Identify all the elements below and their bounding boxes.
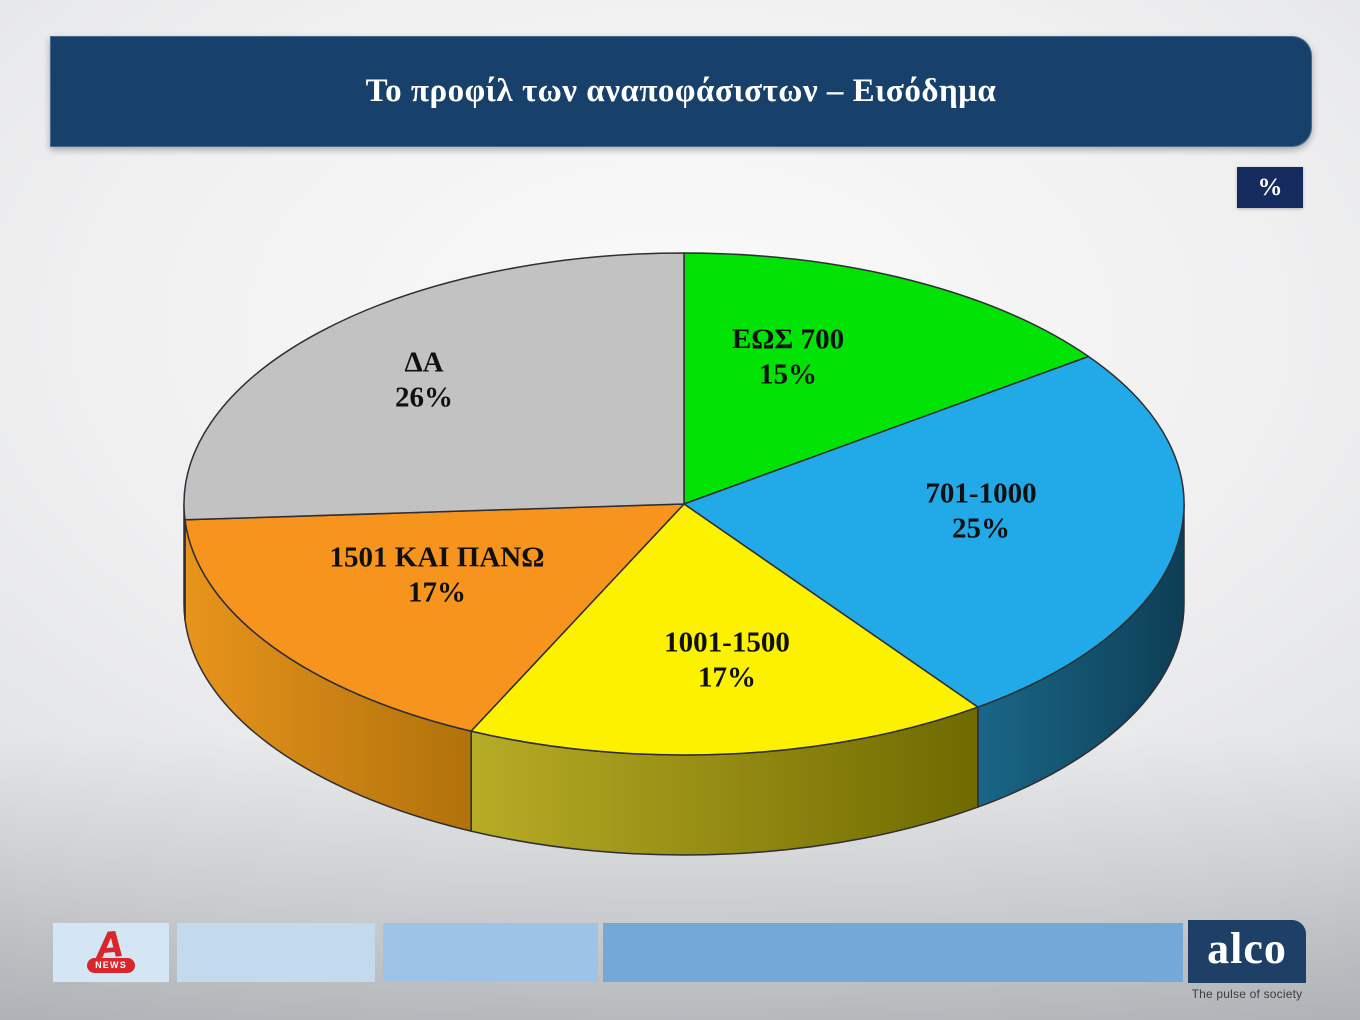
alpha-news-logo: A NEWS	[87, 925, 135, 973]
footer-segment-4	[603, 923, 1183, 982]
footer-segment-3	[383, 923, 598, 982]
footer-segment-1: A NEWS	[53, 923, 169, 982]
percent-unit-badge: %	[1237, 167, 1303, 208]
footer-segment-2	[177, 923, 375, 982]
pie-slice-4	[183, 252, 685, 521]
alco-logo: alco	[1188, 920, 1306, 983]
pie-slice-0	[683, 252, 1090, 505]
title-bar: Το προφίλ των αναποφάσιστων – Εισόδημα	[50, 36, 1312, 147]
pie-slice-1	[683, 355, 1185, 708]
alpha-news-badge: NEWS	[87, 957, 135, 973]
pie-slice-3	[184, 503, 685, 732]
pie-slice-2	[470, 503, 979, 756]
alpha-letter-icon: A	[95, 925, 127, 968]
page-title: Το προφίλ των αναποφάσιστων – Εισόδημα	[365, 73, 997, 109]
alco-tagline: The pulse of society	[1191, 987, 1303, 1001]
